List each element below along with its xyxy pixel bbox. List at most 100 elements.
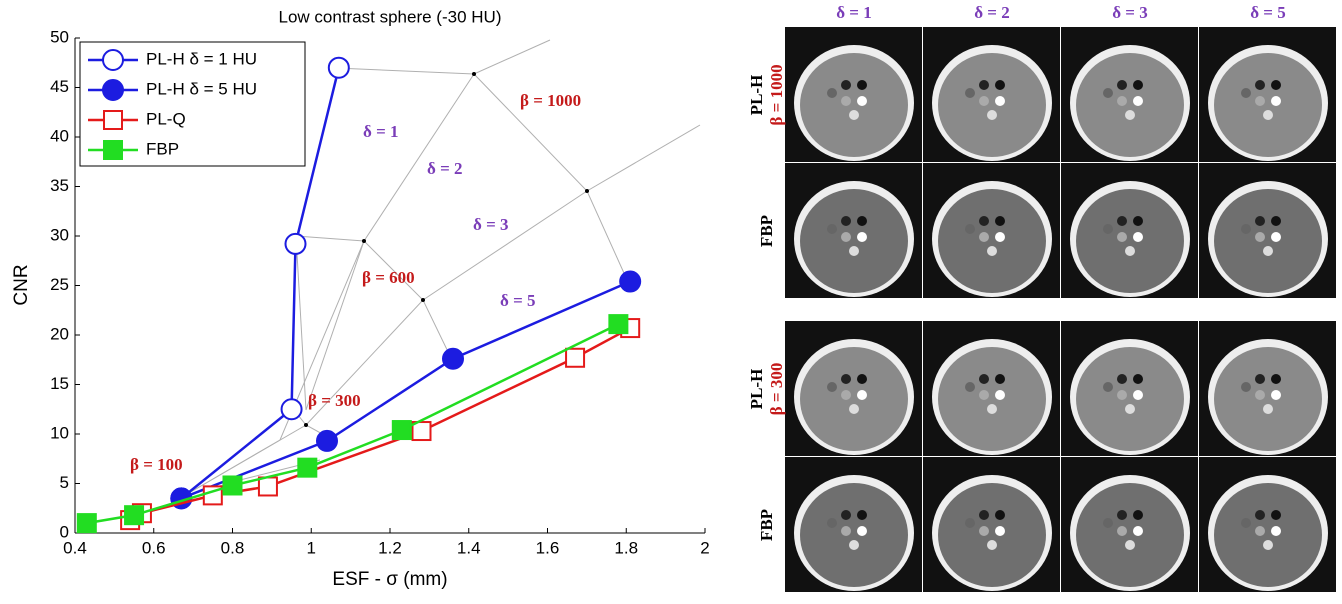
ct-tissue <box>938 483 1046 587</box>
ct-insert <box>1117 96 1127 106</box>
ct-insert <box>1271 374 1281 384</box>
guide <box>363 240 453 361</box>
ct-insert <box>1263 404 1273 414</box>
annotation: δ = 2 <box>427 159 463 178</box>
y-tick-label: 35 <box>50 176 69 195</box>
x-tick-label: 1.2 <box>378 538 402 557</box>
ct-insert <box>1271 216 1281 226</box>
legend-marker <box>102 79 124 101</box>
ct-insert <box>1125 540 1135 550</box>
y-tick-label: 5 <box>60 473 69 492</box>
ct-tissue <box>800 53 908 157</box>
annotation: β = 100 <box>130 455 183 474</box>
ct-insert <box>1255 374 1265 384</box>
point <box>619 270 642 293</box>
ct-insert <box>1255 390 1265 400</box>
ct-insert <box>965 382 975 392</box>
x-tick-label: 2 <box>700 538 709 557</box>
ct-tissue <box>1214 53 1322 157</box>
ct-insert <box>1271 526 1281 536</box>
ct-insert <box>1103 518 1113 528</box>
ct-insert <box>995 390 1005 400</box>
ct-insert <box>841 80 851 90</box>
point <box>391 420 412 441</box>
annotation: β = 600 <box>362 268 415 287</box>
point <box>124 505 145 526</box>
ct-insert <box>857 374 867 384</box>
ct-insert <box>841 526 851 536</box>
legend-label: PL-H δ = 5 HU <box>146 79 257 98</box>
ct-insert <box>995 80 1005 90</box>
ct-insert <box>1133 216 1143 226</box>
ct-insert <box>1133 80 1143 90</box>
ct-tissue <box>800 347 908 451</box>
ct-insert <box>1255 526 1265 536</box>
ct-insert <box>1255 216 1265 226</box>
ct-insert <box>1117 390 1127 400</box>
x-tick-label: 1.6 <box>536 538 560 557</box>
ct-insert <box>841 390 851 400</box>
point <box>280 398 303 421</box>
guide-node <box>585 189 589 193</box>
ct-insert <box>979 80 989 90</box>
ct-insert <box>1133 374 1143 384</box>
legend-label: PL-Q <box>146 109 186 128</box>
point <box>411 421 432 442</box>
ct-insert <box>1263 246 1273 256</box>
annotation: β = 300 <box>308 391 361 410</box>
ct-insert <box>841 374 851 384</box>
x-axis-label: ESF - σ (mm) <box>332 569 447 590</box>
ct-tissue <box>938 347 1046 451</box>
ct-tissue <box>1076 53 1184 157</box>
y-tick-label: 25 <box>50 275 69 294</box>
ct-insert <box>1271 390 1281 400</box>
y-tick-label: 0 <box>60 522 69 541</box>
y-tick-label: 30 <box>50 225 69 244</box>
ct-insert <box>1133 232 1143 242</box>
chart-title: Low contrast sphere (-30 HU) <box>279 7 502 26</box>
guide-node <box>304 423 308 427</box>
point <box>442 347 464 370</box>
ct-insert <box>1133 510 1143 520</box>
ct-insert <box>1255 80 1265 90</box>
ct-insert <box>995 374 1005 384</box>
ct-insert <box>1133 390 1143 400</box>
ct-insert <box>1117 232 1127 242</box>
row-label: FBP <box>757 509 776 541</box>
ct-tissue <box>1076 347 1184 451</box>
ct-insert <box>1271 232 1281 242</box>
ct-insert <box>965 518 975 528</box>
y-axis-label: CNR <box>11 264 32 305</box>
ct-tissue <box>1214 483 1322 587</box>
x-tick-label: 1.8 <box>614 538 638 557</box>
point <box>565 347 586 368</box>
ct-tissue <box>1214 189 1322 293</box>
point <box>257 476 278 497</box>
ct-insert <box>995 232 1005 242</box>
y-tick-label: 40 <box>50 126 69 145</box>
ct-insert <box>1103 224 1113 234</box>
guide-node <box>421 298 425 302</box>
ct-insert <box>1241 88 1251 98</box>
row-label: PL-H <box>747 369 766 410</box>
x-tick-label: 0.8 <box>221 538 245 557</box>
row-label: β = 300 <box>767 363 786 416</box>
guide <box>295 235 365 242</box>
legend-label: PL-H δ = 1 HU <box>146 49 257 68</box>
series-line <box>180 280 631 500</box>
ct-insert <box>1133 96 1143 106</box>
ct-insert <box>1241 518 1251 528</box>
annotation: δ = 3 <box>473 215 509 234</box>
ct-insert <box>1117 526 1127 536</box>
ct-insert <box>1241 224 1251 234</box>
point <box>297 457 318 478</box>
ct-insert <box>1133 526 1143 536</box>
ct-insert <box>979 390 989 400</box>
ct-insert <box>979 510 989 520</box>
legend-marker <box>103 140 123 160</box>
ct-insert <box>841 232 851 242</box>
row-label: FBP <box>757 215 776 247</box>
annotation: δ = 5 <box>500 291 536 310</box>
